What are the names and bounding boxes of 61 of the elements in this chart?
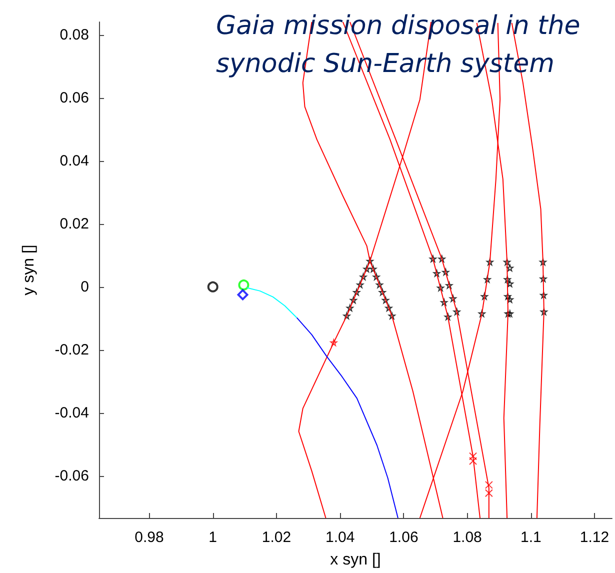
x-tick-label: 1.04 bbox=[325, 529, 355, 546]
y-tick-label: 0.06 bbox=[60, 89, 89, 106]
point bbox=[360, 273, 367, 280]
point bbox=[539, 258, 546, 266]
y-tick-label: 0.08 bbox=[60, 26, 89, 44]
point bbox=[506, 280, 514, 288]
point bbox=[540, 308, 548, 316]
point bbox=[346, 304, 354, 312]
point bbox=[388, 312, 396, 320]
x-tick-label: 1.02 bbox=[262, 529, 292, 546]
y-tick-label: 0.02 bbox=[60, 215, 89, 232]
y-tick-label: 0 bbox=[80, 278, 89, 296]
point bbox=[446, 282, 453, 289]
x-tick-label: 1 bbox=[208, 529, 218, 546]
point bbox=[429, 255, 436, 262]
point bbox=[486, 258, 494, 266]
point bbox=[207, 281, 218, 292]
point bbox=[540, 275, 547, 282]
point bbox=[440, 298, 448, 306]
x-tick-label: 0.98 bbox=[134, 529, 164, 546]
y-tick-label: 0.04 bbox=[60, 152, 89, 170]
point bbox=[433, 270, 440, 277]
point bbox=[453, 308, 460, 316]
line-series bbox=[296, 317, 398, 518]
point bbox=[437, 284, 444, 292]
point bbox=[504, 292, 512, 300]
point bbox=[370, 265, 377, 272]
point bbox=[540, 292, 548, 299]
y-axis-title: y syn [] bbox=[20, 244, 38, 296]
point bbox=[504, 276, 511, 283]
point bbox=[378, 288, 386, 296]
point bbox=[238, 279, 250, 290]
point bbox=[237, 289, 248, 300]
y-tick-label: -0.02 bbox=[54, 341, 89, 358]
point bbox=[376, 281, 384, 288]
y-tick-label: -0.04 bbox=[54, 404, 89, 422]
point bbox=[330, 339, 338, 346]
x-tick-label: 1.12 bbox=[580, 529, 610, 546]
y-tick-label: -0.06 bbox=[54, 467, 89, 484]
point bbox=[438, 255, 446, 262]
x-tick-label: 1.08 bbox=[452, 529, 482, 546]
point bbox=[478, 310, 486, 318]
point bbox=[504, 310, 512, 318]
point bbox=[350, 296, 357, 304]
x-axis-title: x syn [] bbox=[330, 552, 381, 568]
point bbox=[506, 310, 514, 318]
point bbox=[504, 258, 511, 266]
point bbox=[385, 304, 392, 312]
point bbox=[356, 281, 364, 288]
point bbox=[506, 264, 514, 272]
point bbox=[343, 312, 350, 320]
point bbox=[382, 296, 390, 304]
point bbox=[372, 273, 380, 280]
point bbox=[363, 265, 370, 272]
x-tick-label: 1.1 bbox=[520, 529, 542, 546]
point bbox=[484, 276, 491, 283]
x-tick-label: 1.06 bbox=[389, 529, 418, 546]
point bbox=[353, 288, 360, 296]
point bbox=[506, 296, 514, 303]
point bbox=[444, 313, 452, 320]
point bbox=[480, 292, 488, 300]
